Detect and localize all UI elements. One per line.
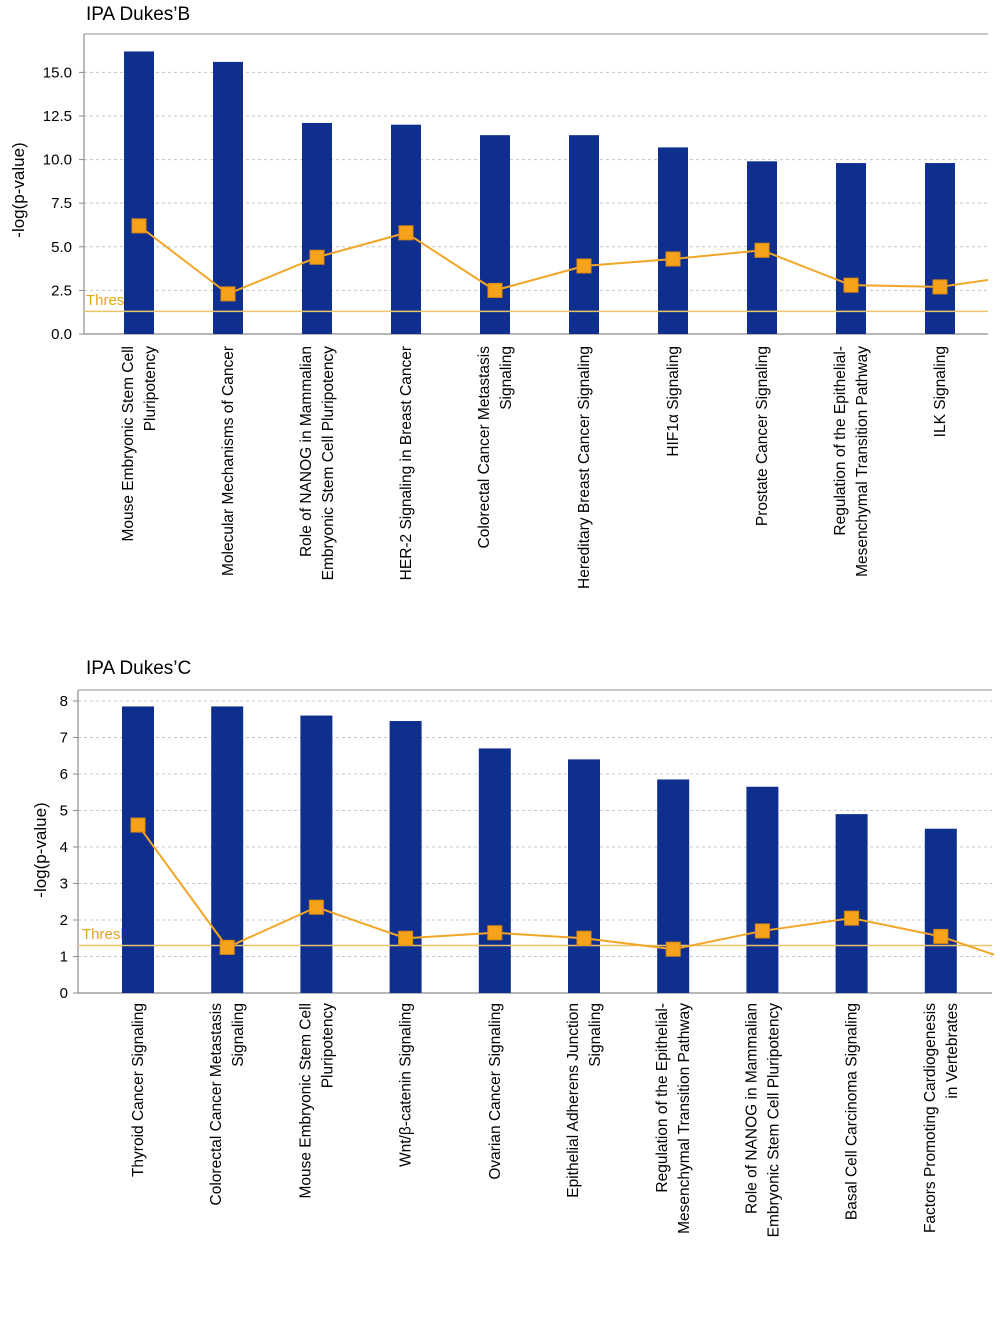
bar [836,163,866,334]
y-tick-label: 5 [60,802,68,819]
bar [124,51,154,334]
bar [480,135,510,334]
x-category-label: Hereditary Breast Cancer Signaling [576,346,593,589]
x-category-label: Regulation of the Epithelial- Mesenchymal… [654,1003,693,1234]
y-tick-label: 5.0 [51,239,72,256]
ratio-marker [309,249,325,265]
ratio-marker [398,930,414,946]
x-category-label: Prostate Cancer Signaling [754,346,771,526]
bar [302,122,332,334]
y-tick-label: 2.5 [51,282,72,299]
y-tick-label: 10.0 [43,152,72,169]
y-tick-label: 0.0 [51,326,72,343]
ratio-marker [131,218,147,234]
x-category-label: Mouse Embryonic Stem Cell Pluripotency [120,346,159,542]
chart-dukes-b: 0.0 2.5 5.0 7.5 10.0 12.5 15.0 IPA Dukes’B -lo… [9,4,989,589]
y-axis-title: -log(p-value) [9,142,28,237]
y-tick-label: 3 [60,875,68,892]
x-category-label: Wnt/β-catenin Signaling [398,1003,415,1167]
x-category-label: Ovarian Cancer Signaling [487,1003,504,1180]
ratio-marker [219,939,235,955]
x-category-label: Regulation of the Epithelial- Mesenchymal… [832,346,871,577]
ratio-marker [487,282,503,298]
y-tick-label: 7.5 [51,195,72,212]
bar [300,715,333,993]
y-axis-title: -log(p-value) [31,802,50,897]
y-tick-label: 12.5 [43,108,72,125]
bar [835,814,868,993]
y-tick-label: 6 [60,766,68,783]
x-category-label: Molecular Mechanisms of Cancer [220,346,237,576]
y-tick-label: 2 [60,912,68,929]
ratio-marker [754,923,770,939]
x-category-label: Thyroid Cancer Signaling [130,1003,147,1177]
ratio-marker [844,910,860,926]
x-category-label: Mouse Embryonic Stem Cell Pluripotency [297,1003,336,1199]
y-tick-label: 0 [60,985,68,1002]
bar [925,163,955,334]
y-tick-label: 15.0 [43,64,72,81]
ratio-marker [665,251,681,267]
x-category-label: Role of NANOG in Mammalian Embryonic Stem… [743,1003,782,1238]
y-tick-label: 1 [60,948,68,965]
x-category-label: Basal Cell Carcinoma Signaling [844,1003,861,1220]
bar [389,721,422,993]
x-category-label: Colorectal Cancer Metastasis Signaling [208,1003,247,1206]
bar [658,147,688,334]
bar [122,706,154,993]
x-category-label: HER-2 Signaling in Breast Cancer [398,346,415,580]
y-tick-label: 7 [60,729,68,746]
ratio-marker [308,899,324,915]
ratio-marker [576,930,592,946]
chart-title: IPA Dukes’C [86,658,191,679]
ratio-marker [933,928,949,944]
chart-title: IPA Dukes’B [86,4,190,25]
ratio-marker [843,277,859,293]
ratio-marker [220,286,236,302]
x-category-label: Colorectal Cancer Metastasis Signaling [476,346,515,549]
ratio-marker [130,817,146,833]
bar [569,135,599,334]
ratio-marker [576,258,592,274]
bar [657,779,690,993]
bar [746,786,779,993]
ratio-marker [665,941,681,957]
ratio-marker [932,279,948,295]
x-category-label: Epithelial Adherens Junction Signaling [565,1003,604,1198]
y-tick-label: 8 [60,693,68,710]
bar [568,759,600,993]
bar [924,828,957,993]
ratio-marker [398,225,414,241]
ratio-marker [487,925,503,941]
x-category-label: Factors Promoting Cardiogenesis in Verteb… [922,1003,961,1233]
ratio-marker [754,242,770,258]
x-category-label: HIF1α Signaling [665,346,682,457]
y-tick-label: 4 [60,839,68,856]
x-category-label: Role of NANOG in Mammalian Embryonic Stem… [298,346,337,581]
x-category-label: ILK Signaling [932,346,949,437]
bar [478,748,511,993]
